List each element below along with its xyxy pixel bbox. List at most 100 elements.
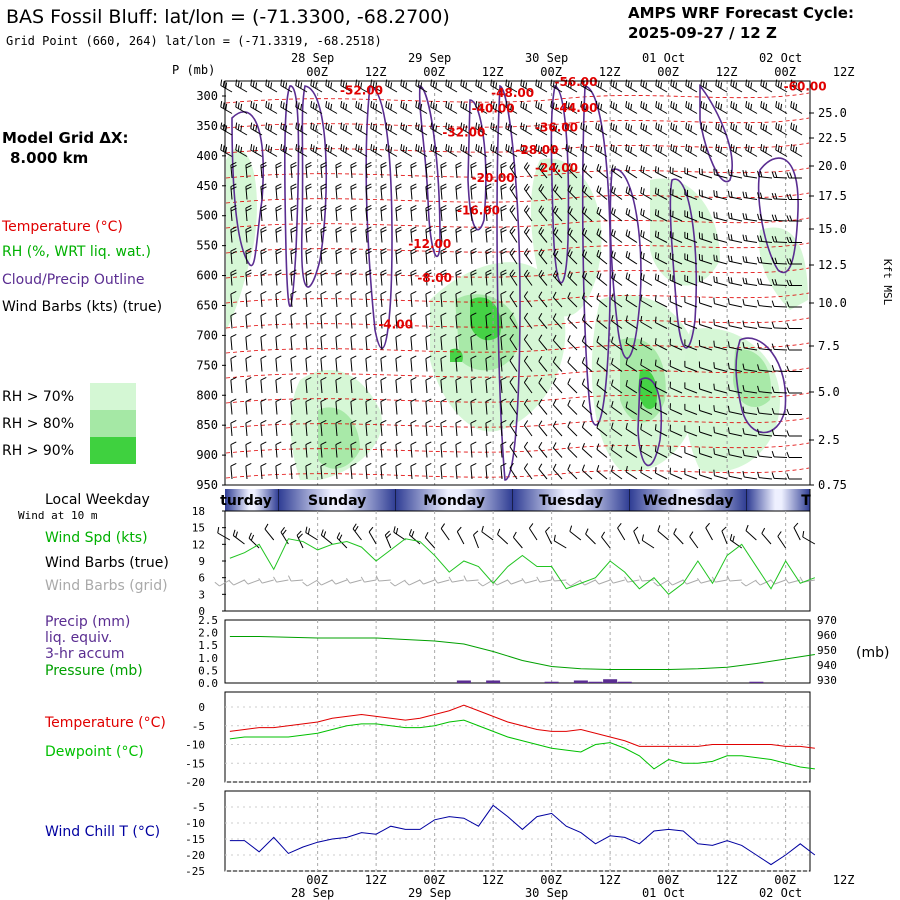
wind-barb <box>410 247 417 265</box>
grid-wind-barb <box>302 579 318 587</box>
wind-barb <box>745 122 758 136</box>
wind-barb <box>640 122 653 136</box>
wind-barb <box>490 143 503 157</box>
isotherm-label: -60.00 <box>784 79 827 93</box>
wind-barb <box>325 122 338 136</box>
wind-barb <box>727 405 743 415</box>
top-hour-label: 00Z <box>540 65 562 79</box>
wind-barb <box>611 271 623 286</box>
wind-barb <box>460 122 473 136</box>
wind-barb <box>295 100 308 114</box>
wind-barb <box>395 247 402 265</box>
wind-barb <box>320 333 327 351</box>
wind-barb <box>295 143 308 157</box>
grid-wind-barb <box>565 579 582 587</box>
wind-barb <box>713 469 728 480</box>
wind-barb <box>538 355 548 372</box>
wind-barb <box>230 419 237 437</box>
temperature-axis-ticks: -20 -15 -10 -5 0 <box>185 701 205 789</box>
wind-barb <box>611 250 623 265</box>
wind-barb <box>275 355 282 372</box>
temperature-label: Temperature (°C) <box>44 715 166 731</box>
grid-wind-barb <box>228 579 245 586</box>
wind-barb <box>245 419 252 437</box>
wind-barb <box>395 333 402 351</box>
wind-barb <box>640 251 653 265</box>
wind-barb <box>410 269 417 286</box>
wind-tick: 12 <box>192 538 205 551</box>
wind-barb <box>290 355 297 372</box>
cloud-outline <box>418 84 441 258</box>
top-date-label: 29 Sep <box>408 51 451 65</box>
wind-barb <box>786 365 802 372</box>
wind-barb <box>640 337 653 351</box>
wind-barb <box>552 248 563 265</box>
wind-barb <box>596 400 608 415</box>
wind-barb <box>350 161 357 179</box>
wind-tick: 18 <box>192 505 205 518</box>
wind-barb <box>275 247 282 265</box>
wind-barb <box>460 79 473 93</box>
wind-barb <box>350 183 357 200</box>
height-tick: 10.0 <box>818 296 847 310</box>
wind-barb <box>790 122 803 136</box>
wind-barb <box>470 204 477 222</box>
temperature-tick: -10 <box>185 739 205 752</box>
wind-barb <box>654 359 668 372</box>
bottom-date-label: 02 Oct <box>759 886 802 900</box>
wind-barb <box>280 100 293 114</box>
wind-barbs-true-label: Wind Barbs (true) <box>45 555 169 571</box>
wind-barb <box>470 462 477 480</box>
wind-barb <box>523 291 533 308</box>
wind-barb <box>230 161 237 179</box>
wind-barb <box>625 293 638 308</box>
wind-barb <box>440 333 447 351</box>
wind-barb <box>455 355 462 372</box>
wind-barb <box>610 79 623 93</box>
wind-barb <box>260 376 267 394</box>
wind-barb <box>552 184 563 200</box>
wind-barb <box>715 100 728 114</box>
wind-barb <box>485 312 492 329</box>
wind-barb <box>260 204 267 222</box>
wind-barb <box>654 381 668 394</box>
true-wind-barb <box>264 523 275 541</box>
wind-barb <box>775 143 788 157</box>
wind-barb <box>654 187 668 200</box>
wind-barb <box>760 122 773 136</box>
wind-barb <box>654 166 668 179</box>
wind-barb <box>335 333 342 351</box>
wind-barb <box>440 290 447 308</box>
wind-barb <box>611 357 623 372</box>
grid-wind-barb <box>404 579 421 586</box>
wind-barb <box>250 122 263 136</box>
isotherm-label: -40.00 <box>472 102 515 116</box>
wind-barb <box>625 207 638 222</box>
wind-barb <box>260 462 267 480</box>
wind-barb <box>305 183 312 200</box>
grid-wind-barb <box>492 579 508 586</box>
isotherm-label: -12.00 <box>408 237 451 251</box>
wind-barb <box>455 312 462 329</box>
wind-barb <box>625 465 638 480</box>
bottom-hour-label: 00Z <box>306 873 328 887</box>
bottom-hour-label: 00Z <box>657 873 679 887</box>
wind-at-10m-label: Wind at 10 m <box>18 509 98 522</box>
wind-barb <box>250 79 263 93</box>
wind-barb <box>552 227 563 243</box>
wind-barb <box>611 443 623 458</box>
wind-barb <box>538 248 548 265</box>
wind-barb <box>567 292 578 308</box>
wind-barb <box>580 100 593 114</box>
wind-barb <box>320 312 327 329</box>
wind-barb <box>771 257 788 265</box>
wind-barb <box>500 419 507 437</box>
wind-barb <box>581 271 593 286</box>
wind-barb <box>581 185 593 200</box>
top-date-label: 30 Sep <box>525 51 568 65</box>
wind-barb <box>669 209 683 222</box>
wind-barb <box>320 462 327 480</box>
wind-barb <box>509 290 518 308</box>
pressure-line <box>229 636 815 670</box>
wind-barb <box>538 334 548 351</box>
